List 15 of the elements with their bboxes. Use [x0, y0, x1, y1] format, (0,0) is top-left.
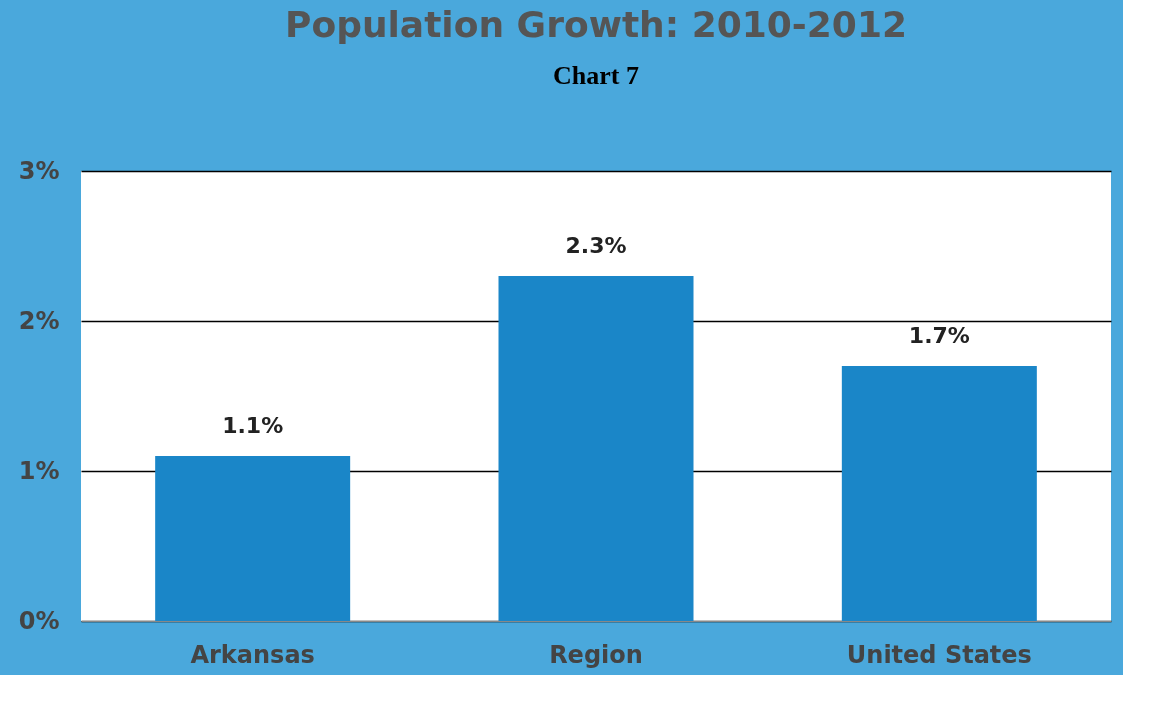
data-label: 1.1%: [222, 413, 284, 438]
y-tick-label: 2%: [18, 306, 60, 335]
x-tick-label: Region: [549, 640, 643, 669]
y-tick-label: 0%: [18, 606, 60, 635]
x-tick-label: Arkansas: [190, 640, 315, 669]
y-tick-label: 3%: [18, 156, 60, 185]
caption: Chart 7: [553, 61, 639, 90]
bar: [155, 456, 351, 621]
chart-title: Population Growth: 2010-2012: [285, 4, 907, 45]
data-label: 1.7%: [908, 323, 970, 348]
bar: [841, 366, 1037, 621]
y-tick-label: 1%: [18, 456, 60, 485]
data-label: 2.3%: [565, 233, 627, 258]
bar: [498, 276, 694, 621]
x-tick-label: United States: [846, 640, 1032, 669]
